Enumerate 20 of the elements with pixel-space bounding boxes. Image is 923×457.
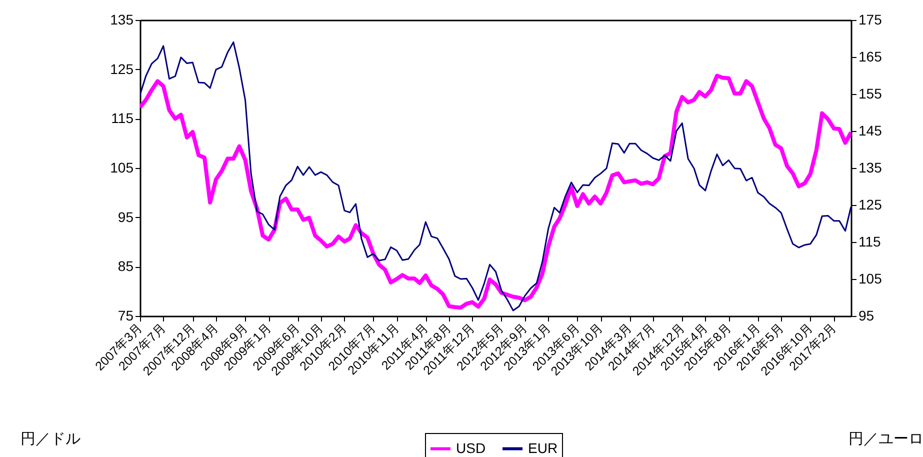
y-axis-title: 円／ドル bbox=[20, 430, 80, 448]
y2-tick-label: 155 bbox=[858, 86, 882, 102]
y2-axis-title: 円／ユーロ bbox=[848, 430, 923, 448]
legend-label: EUR bbox=[528, 440, 558, 456]
y-tick-label: 75 bbox=[118, 308, 134, 324]
y-tick-label: 115 bbox=[111, 110, 134, 126]
y2-tick-label: 165 bbox=[858, 48, 882, 64]
y-tick-label: 105 bbox=[110, 160, 134, 176]
y-tick-label: 135 bbox=[110, 12, 134, 28]
y-tick-label: 125 bbox=[110, 60, 134, 77]
y2-tick-label: 135 bbox=[858, 160, 882, 176]
y2-tick-label: 105 bbox=[858, 270, 882, 286]
y2-tick-label: 115 bbox=[858, 234, 882, 250]
y2-tick-label: 125 bbox=[858, 196, 882, 212]
y2-tick-label: 95 bbox=[858, 308, 874, 324]
y2-tick-label: 145 bbox=[858, 122, 882, 138]
y2-tick-label: 175 bbox=[858, 12, 882, 28]
y-tick-label: 85 bbox=[118, 258, 134, 274]
y-tick-label: 95 bbox=[118, 208, 134, 225]
legend-label: USD bbox=[456, 440, 486, 456]
